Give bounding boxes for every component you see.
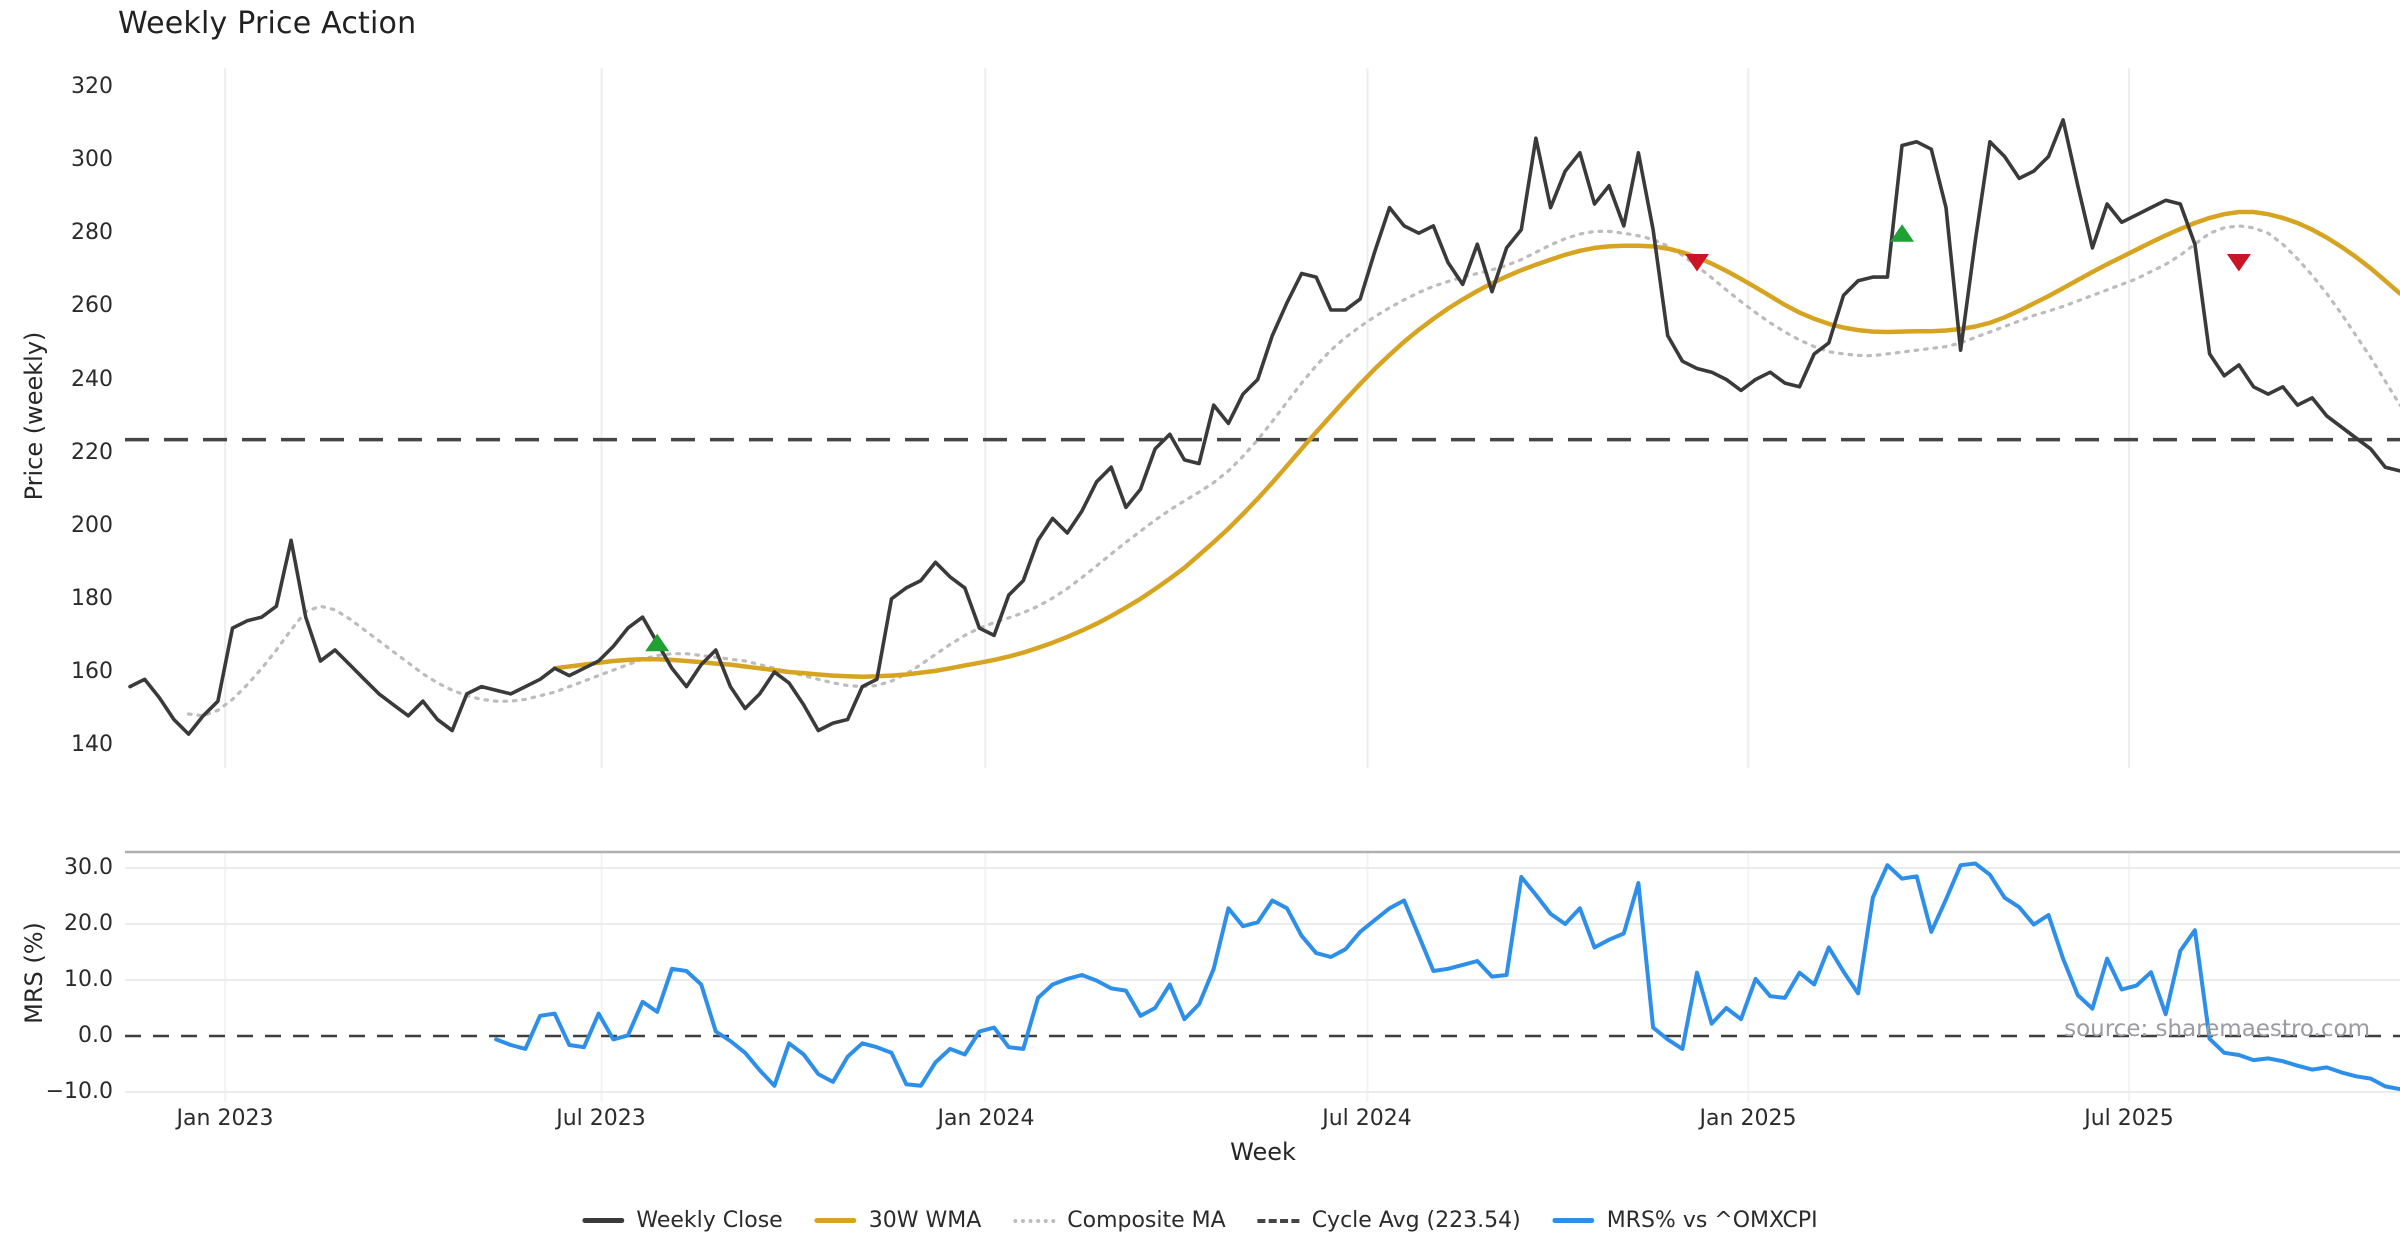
xtick-jul-2025: Jul 2025 xyxy=(2084,1106,2174,1131)
price-axis-label: Price (weekly) xyxy=(20,331,48,501)
price-ytick-220: 220 xyxy=(71,440,113,465)
mrs-ytick-30: 30.0 xyxy=(64,855,113,880)
xtick-jan-2024: Jan 2024 xyxy=(937,1106,1035,1131)
x-axis-label: Week xyxy=(1230,1138,1296,1166)
price-ytick-260: 260 xyxy=(71,293,113,318)
wma-line xyxy=(552,209,2400,679)
legend-item-30w-wma: 30W WMA xyxy=(814,1208,982,1233)
price-ytick-300: 300 xyxy=(71,147,113,172)
sell-signal-marker xyxy=(1685,253,1710,272)
price-ytick-180: 180 xyxy=(71,586,113,611)
legend-item-weekly-close: Weekly Close xyxy=(582,1208,783,1233)
price-ytick-140: 140 xyxy=(71,732,113,757)
price-ytick-160: 160 xyxy=(71,659,113,684)
legend: Weekly Close 30W WMA Composite MA Cycle … xyxy=(582,1208,1818,1233)
price-ytick-240: 240 xyxy=(71,367,113,392)
cycle-avg-swatch-icon xyxy=(1257,1218,1300,1223)
xtick-jul-2023: Jul 2023 xyxy=(556,1106,646,1131)
buy-signal-marker xyxy=(1890,224,1915,242)
legend-item-mrs: MRS% vs ^OMXCPI xyxy=(1552,1208,1818,1233)
legend-label: MRS% vs ^OMXCPI xyxy=(1606,1208,1818,1233)
price-ytick-320: 320 xyxy=(71,74,113,99)
xtick-jan-2025: Jan 2025 xyxy=(1699,1106,1797,1131)
mrs-ytick-20: 20.0 xyxy=(64,911,113,936)
legend-label: 30W WMA xyxy=(868,1208,982,1233)
price-ytick-280: 280 xyxy=(71,220,113,245)
buy-signal-marker xyxy=(645,633,670,652)
wma-swatch-icon xyxy=(814,1218,857,1223)
price-ytick-200: 200 xyxy=(71,513,113,538)
legend-label: Cycle Avg (223.54) xyxy=(1311,1208,1521,1233)
legend-label: Weekly Close xyxy=(636,1208,783,1233)
mrs-line xyxy=(494,861,2400,1092)
mrs-ytick-n10: −10.0 xyxy=(45,1079,113,1104)
source-watermark: source: sharemaestro.com xyxy=(2064,1016,2370,1042)
legend-item-composite-ma: Composite MA xyxy=(1013,1208,1226,1233)
composite-ma-line xyxy=(187,224,2400,718)
legend-item-cycle-avg: Cycle Avg (223.54) xyxy=(1257,1208,1521,1233)
xtick-jul-2024: Jul 2024 xyxy=(1322,1106,1412,1131)
weekly-close-swatch-icon xyxy=(582,1218,625,1223)
mrs-swatch-icon xyxy=(1552,1218,1595,1223)
sell-signal-marker xyxy=(2226,253,2251,272)
chart-title: Weekly Price Action xyxy=(118,6,417,41)
mrs-ytick-0: 0.0 xyxy=(78,1023,113,1048)
mrs-ytick-10: 10.0 xyxy=(64,967,113,992)
legend-label: Composite MA xyxy=(1067,1208,1226,1233)
xtick-jan-2023: Jan 2023 xyxy=(176,1106,274,1131)
composite-swatch-icon xyxy=(1013,1218,1056,1223)
weekly-close-line xyxy=(128,118,2400,736)
mrs-axis-label: MRS (%) xyxy=(20,922,48,1024)
